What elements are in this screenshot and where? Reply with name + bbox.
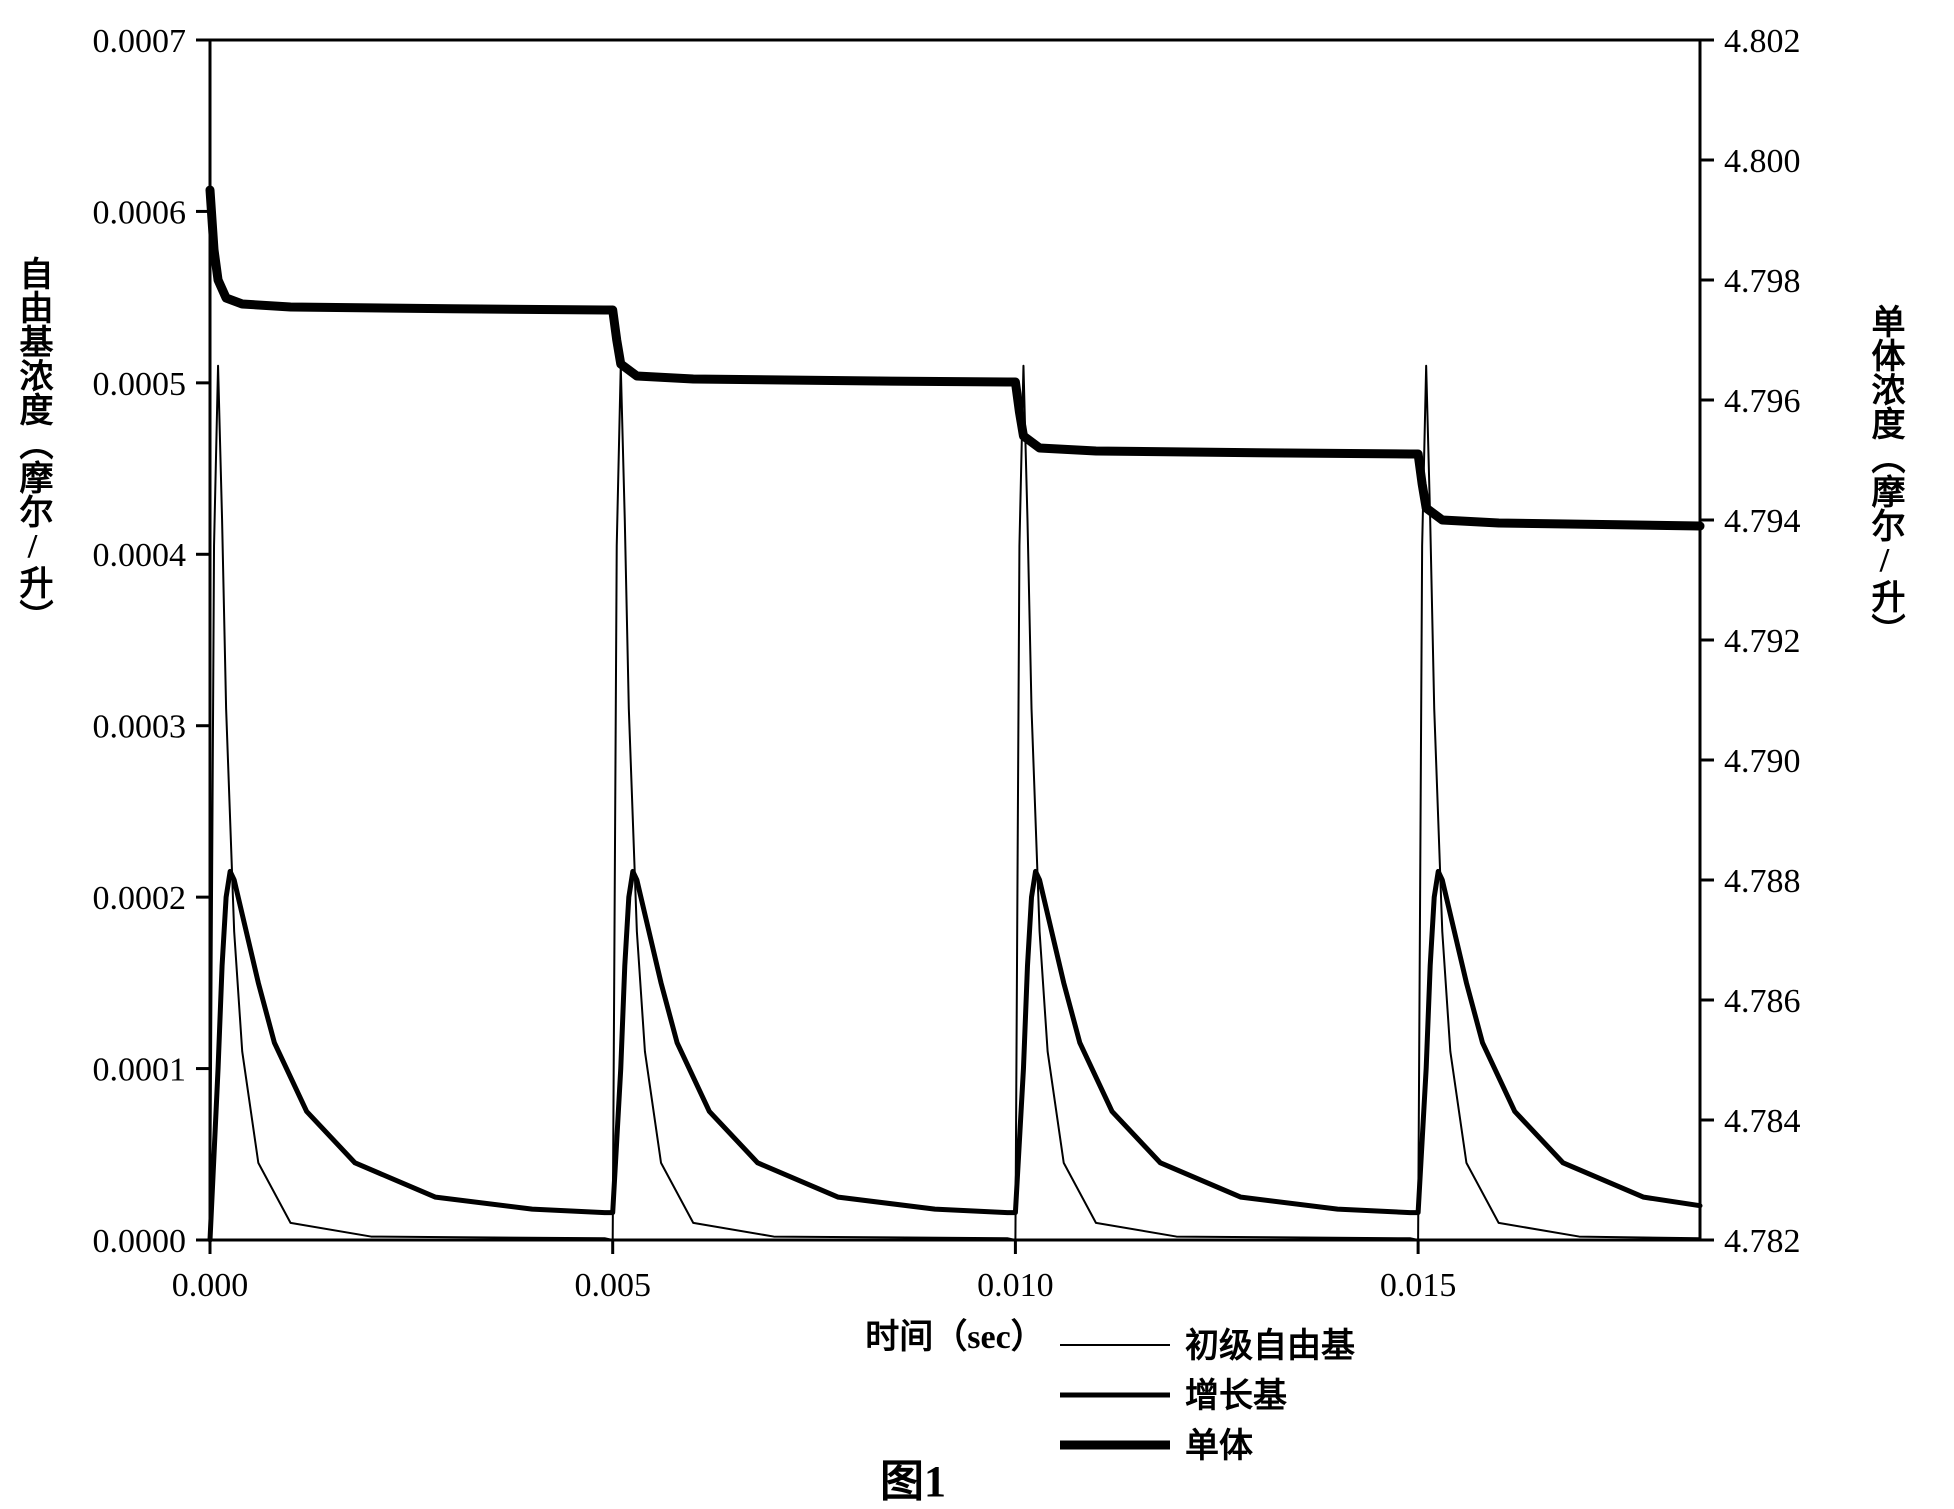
legend-label: 增长基 — [1185, 1377, 1287, 1415]
y-right-tick-label: 4.788 — [1724, 863, 1801, 900]
legend-label: 单体 — [1185, 1427, 1253, 1465]
x-tick-label: 0.005 — [574, 1267, 651, 1304]
y-left-tick-label: 0.0000 — [93, 1223, 187, 1260]
y-right-tick-label: 4.800 — [1724, 143, 1801, 180]
y-right-tick-label: 4.790 — [1724, 743, 1801, 780]
figure-caption: 图1 — [880, 1445, 946, 1509]
series-monomer — [210, 190, 1700, 526]
plot-border — [210, 40, 1700, 1240]
y-axis-right-label: 单体浓度（摩尔/升） — [1860, 304, 1909, 647]
y-right-tick-label: 4.796 — [1724, 383, 1801, 420]
y-left-tick-label: 0.0005 — [93, 366, 187, 403]
x-tick-label: 0.010 — [977, 1267, 1054, 1304]
x-tick-label: 0.015 — [1380, 1267, 1457, 1304]
x-tick-label: 0.000 — [172, 1267, 249, 1304]
series-primary_radical — [210, 366, 1700, 1240]
y-left-tick-label: 0.0002 — [93, 880, 187, 917]
y-right-tick-label: 4.794 — [1724, 503, 1801, 540]
chart-svg: 0.0000 0.0001 0.0002 0.0003 0.0004 0.0005 0.00… — [0, 0, 1954, 1509]
x-axis-label: 时间（sec） — [865, 1317, 1044, 1356]
chart-container: 0.0000 0.0001 0.0002 0.0003 0.0004 0.0005 0.00… — [0, 0, 1954, 1509]
y-right-tick-label: 4.784 — [1724, 1103, 1801, 1140]
y-left-tick-label: 0.0001 — [93, 1051, 187, 1088]
y-right-tick-label: 4.802 — [1724, 23, 1801, 60]
legend-label: 初级自由基 — [1185, 1327, 1355, 1365]
y-right-tick-label: 4.798 — [1724, 263, 1801, 300]
series-growing_radical — [210, 871, 1700, 1240]
y-left-tick-label: 0.0004 — [93, 537, 187, 574]
y-right-tick-label: 4.782 — [1724, 1223, 1801, 1260]
y-axis-left-label: 自由基浓度（摩尔/升） — [8, 256, 57, 633]
y-right-tick-label: 4.786 — [1724, 983, 1801, 1020]
y-left-tick-label: 0.0003 — [93, 709, 187, 746]
y-right-tick-label: 4.792 — [1724, 623, 1801, 660]
y-left-tick-label: 0.0007 — [93, 23, 187, 60]
y-left-tick-label: 0.0006 — [93, 194, 187, 231]
